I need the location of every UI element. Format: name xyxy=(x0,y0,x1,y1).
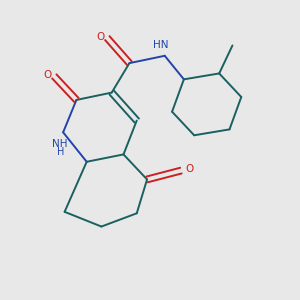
Text: NH: NH xyxy=(52,139,68,148)
Text: O: O xyxy=(97,32,105,42)
Text: H: H xyxy=(56,147,64,158)
Text: HN: HN xyxy=(153,40,168,50)
Text: O: O xyxy=(185,164,193,174)
Text: O: O xyxy=(44,70,52,80)
